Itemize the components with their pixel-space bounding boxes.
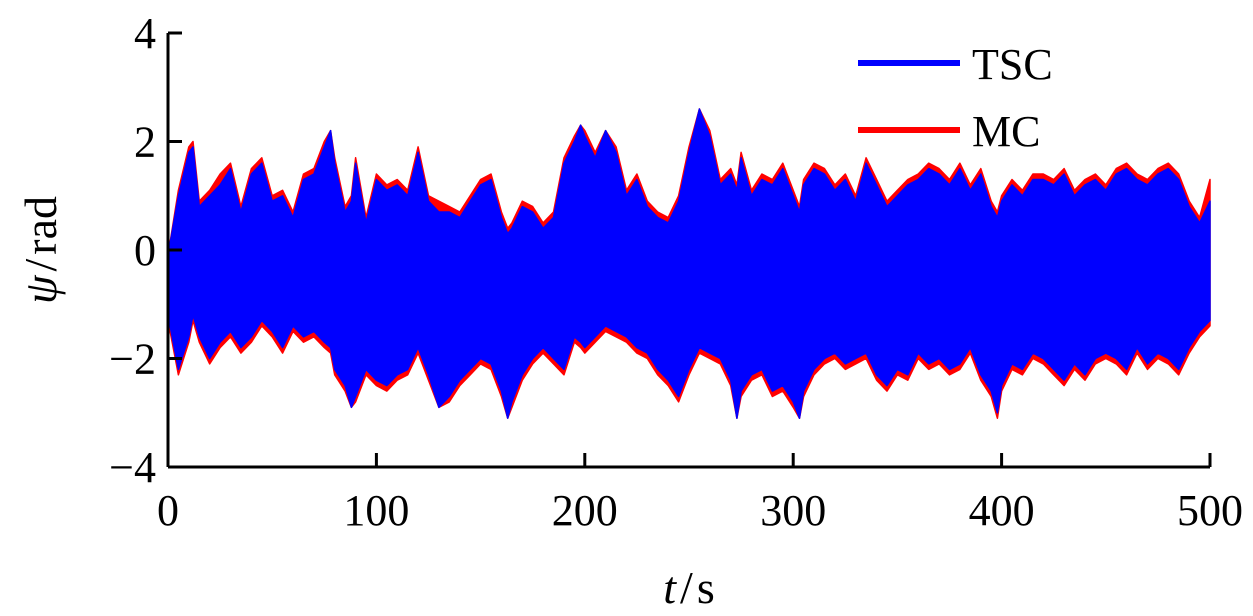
y-tick-label: −2 xyxy=(109,335,156,384)
y-tick-label: −4 xyxy=(109,443,156,492)
series-layer xyxy=(167,108,1211,419)
legend-label-tsc: TSC xyxy=(972,40,1053,89)
x-tick-label: 100 xyxy=(343,486,409,535)
ticks: 0 100 200 300 400 500 −4 −2 0 2 4 xyxy=(109,9,1243,535)
series-tsc xyxy=(167,108,1211,419)
y-axis-label: ψ/rad xyxy=(15,196,66,304)
y-axis-unit: rad xyxy=(15,196,66,255)
legend: TSC MC xyxy=(858,40,1053,156)
y-axis-var: ψ xyxy=(15,274,66,304)
y-tick-label: 4 xyxy=(134,9,156,58)
x-tick-label: 300 xyxy=(760,486,826,535)
x-tick-label: 200 xyxy=(552,486,618,535)
y-tick-label: 0 xyxy=(134,226,156,275)
legend-label-mc: MC xyxy=(972,107,1040,156)
x-axis-unit: s xyxy=(697,562,715,613)
x-tick-label: 500 xyxy=(1177,486,1243,535)
x-axis-var: t xyxy=(663,562,677,613)
x-axis-label: t/s xyxy=(663,562,714,613)
x-tick-label: 0 xyxy=(157,486,179,535)
y-tick-label: 2 xyxy=(134,118,156,167)
x-tick-label: 400 xyxy=(969,486,1035,535)
